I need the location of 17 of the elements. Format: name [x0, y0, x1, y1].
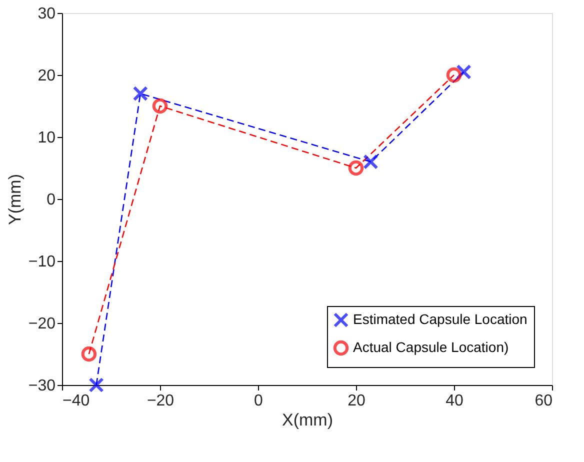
y-tick-label: 10 [38, 130, 56, 146]
y-tick-label: 20 [38, 68, 56, 84]
y-tick-label: 30 [38, 6, 56, 22]
x-tick-label: 60 [534, 392, 553, 410]
y-tick-label: −20 [28, 316, 56, 332]
y-tick-label: 0 [46, 192, 56, 208]
x-tick-label: 0 [254, 392, 264, 410]
y-axis-title: Y(mm) [5, 174, 24, 225]
y-tick-label: −10 [28, 254, 56, 270]
legend-label: Estimated Capsule Location [353, 311, 528, 327]
x-tick-label: −40 [62, 392, 90, 410]
legend-label: Actual Capsule Location) [353, 339, 509, 355]
x-tick-label: −20 [146, 392, 174, 410]
x-tick-label: 20 [348, 392, 366, 410]
x-axis-title: X(mm) [282, 410, 333, 430]
y-tick-label: −30 [28, 378, 56, 394]
x-tick-label: 40 [446, 392, 464, 410]
